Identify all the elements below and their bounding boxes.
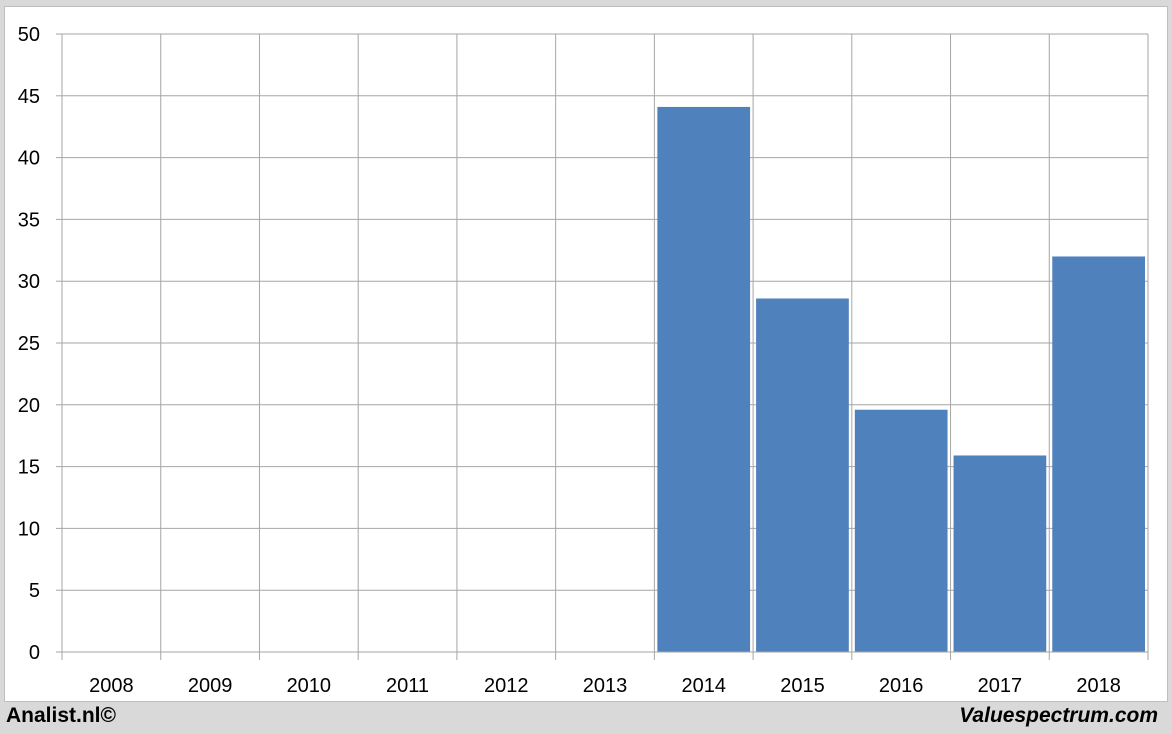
y-tick-label: 25	[18, 333, 40, 355]
bar-2016	[854, 409, 948, 652]
bar-layer	[657, 106, 1145, 652]
y-tick-label: 45	[18, 86, 40, 108]
x-tick-label: 2017	[978, 675, 1023, 697]
footer-right-credit: Valuespectrum.com	[959, 704, 1158, 727]
x-tick-label: 2016	[879, 675, 924, 697]
y-tick-label: 15	[18, 457, 40, 479]
x-tick-label: 2010	[287, 675, 332, 697]
y-tick-label: 10	[18, 518, 40, 540]
footer-left-credit: Analist.nl©	[6, 704, 116, 727]
x-tick-label: 2009	[188, 675, 233, 697]
x-tick-label: 2018	[1076, 675, 1121, 697]
x-tick-label: 2013	[583, 675, 628, 697]
y-tick-label: 50	[18, 24, 40, 46]
y-tick-label: 35	[18, 209, 40, 231]
y-tick-label: 5	[29, 580, 40, 602]
x-tick-label: 2008	[89, 675, 134, 697]
y-tick-label: 0	[29, 642, 40, 664]
y-tick-label: 40	[18, 148, 40, 170]
x-tick-label: 2014	[681, 675, 726, 697]
bar-2015	[756, 298, 849, 652]
y-tick-label: 20	[18, 395, 40, 417]
bar-2014	[657, 106, 751, 652]
y-tick-label: 30	[18, 271, 40, 293]
bar-2017	[953, 455, 1047, 652]
x-tick-label: 2015	[780, 675, 825, 697]
x-tick-label: 2011	[386, 675, 429, 697]
bar-2018	[1052, 256, 1145, 652]
x-tick-label: 2012	[484, 675, 529, 697]
axis-layer: 0 5 10 15 20 25 30 35 40 45 50 2008 2009 2010 2011 2012…	[18, 24, 1148, 697]
